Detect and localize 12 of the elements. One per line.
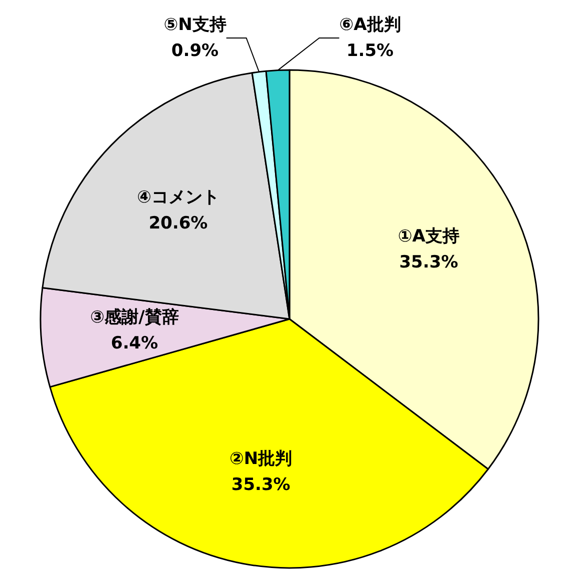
- data-label: 35.3%: [399, 252, 458, 273]
- data-label: 20.6%: [148, 213, 208, 234]
- data-label: 0.9%: [171, 41, 219, 61]
- data-label: 1.5%: [346, 41, 394, 61]
- slice-label: ⑥A批判: [339, 15, 401, 35]
- slice-label: ⑤N支持: [164, 15, 226, 35]
- slice-label: ①A支持: [398, 226, 460, 247]
- slice-label: ④コメント: [136, 187, 220, 208]
- slice-label: ③感謝/賛辞: [90, 308, 179, 328]
- data-label: 6.4%: [110, 334, 158, 354]
- slice-label: ②N批判: [230, 448, 292, 469]
- data-label: 35.3%: [231, 474, 290, 495]
